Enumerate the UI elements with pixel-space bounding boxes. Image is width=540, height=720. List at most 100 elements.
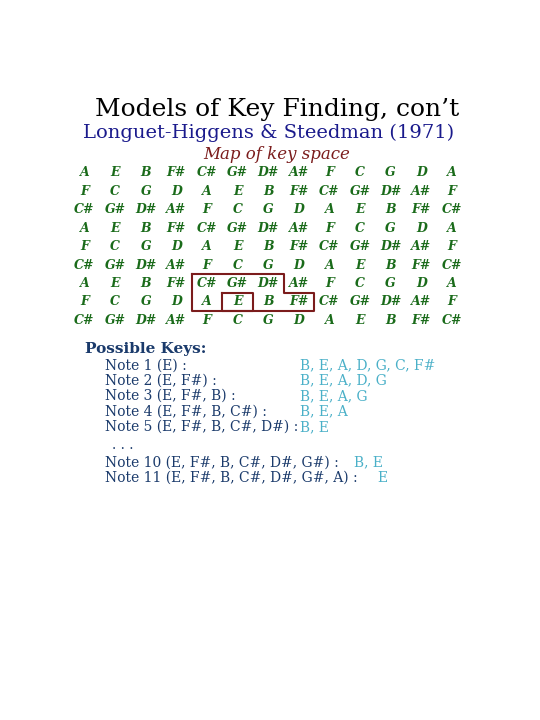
Text: D: D (293, 314, 304, 327)
Text: C: C (110, 295, 120, 308)
Text: G#: G# (349, 184, 370, 197)
Text: Note 3 (E, F#, B) :: Note 3 (E, F#, B) : (105, 389, 235, 403)
Text: A: A (325, 203, 334, 216)
Text: Note 1 (E) :: Note 1 (E) : (105, 359, 186, 372)
Text: A#: A# (411, 240, 431, 253)
Text: C#: C# (442, 314, 462, 327)
Text: F#: F# (411, 258, 431, 271)
Text: B: B (140, 166, 151, 179)
Text: A#: A# (166, 258, 186, 271)
Text: F: F (325, 222, 334, 235)
Text: C: C (233, 203, 242, 216)
Text: C#: C# (75, 314, 95, 327)
Text: G: G (386, 277, 396, 290)
Text: G: G (263, 203, 274, 216)
Text: Possible Keys:: Possible Keys: (85, 342, 206, 356)
Text: F: F (325, 277, 334, 290)
Text: Note 10 (E, F#, B, C#, D#, G#) :: Note 10 (E, F#, B, C#, D#, G#) : (105, 455, 339, 469)
Text: Note 2 (E, F#) :: Note 2 (E, F#) : (105, 374, 217, 387)
Text: G: G (140, 240, 151, 253)
Text: C#: C# (75, 203, 95, 216)
Text: A: A (447, 277, 457, 290)
Text: B, E: B, E (300, 420, 329, 434)
Text: B, E, A, D, G: B, E, A, D, G (300, 374, 387, 387)
Text: G: G (140, 295, 151, 308)
Text: A#: A# (166, 314, 186, 327)
Text: A#: A# (289, 222, 309, 235)
Text: B, E, A, G: B, E, A, G (300, 389, 368, 403)
Text: E: E (110, 277, 120, 290)
Text: Models of Key Finding, con’t: Models of Key Finding, con’t (94, 98, 459, 121)
Text: C: C (355, 222, 365, 235)
Text: A: A (325, 258, 334, 271)
Text: G#: G# (105, 314, 126, 327)
Text: D: D (171, 184, 182, 197)
Text: Map of key space: Map of key space (204, 145, 350, 163)
Text: E: E (233, 184, 242, 197)
Text: D: D (293, 203, 304, 216)
Text: E: E (110, 166, 120, 179)
Text: D#: D# (258, 166, 279, 179)
Text: G: G (263, 314, 274, 327)
Text: F#: F# (167, 222, 186, 235)
Text: G#: G# (227, 277, 248, 290)
Text: G#: G# (349, 295, 370, 308)
Text: G: G (386, 166, 396, 179)
Text: B: B (263, 295, 274, 308)
Text: F#: F# (289, 295, 308, 308)
Text: E: E (377, 471, 388, 485)
Text: E: E (233, 295, 242, 308)
Text: D: D (293, 258, 304, 271)
Text: F#: F# (411, 314, 431, 327)
Text: A#: A# (411, 184, 431, 197)
Text: F#: F# (289, 240, 308, 253)
Text: C: C (110, 240, 120, 253)
Text: F: F (202, 203, 212, 216)
Text: G: G (140, 184, 151, 197)
Text: C: C (110, 184, 120, 197)
Text: G: G (386, 222, 396, 235)
Text: D#: D# (258, 277, 279, 290)
Text: D#: D# (135, 203, 157, 216)
Text: D#: D# (135, 314, 157, 327)
Text: A: A (325, 314, 334, 327)
Text: A#: A# (411, 295, 431, 308)
Text: . . .: . . . (112, 438, 134, 452)
Text: F#: F# (167, 166, 186, 179)
Text: F: F (448, 295, 456, 308)
Text: D: D (416, 166, 427, 179)
Text: E: E (355, 314, 365, 327)
Text: E: E (355, 203, 365, 216)
Text: D: D (171, 240, 182, 253)
Text: D: D (416, 222, 427, 235)
Text: F: F (448, 184, 456, 197)
Text: E: E (110, 222, 120, 235)
Text: E: E (233, 240, 242, 253)
Text: B, E: B, E (354, 455, 383, 469)
Text: B: B (263, 184, 274, 197)
Text: G#: G# (227, 222, 248, 235)
Text: B, E, A, D, G, C, F#: B, E, A, D, G, C, F# (300, 359, 435, 372)
Text: C#: C# (197, 277, 217, 290)
Text: B: B (386, 258, 396, 271)
Text: F: F (448, 240, 456, 253)
Text: C#: C# (197, 166, 217, 179)
Text: A: A (447, 222, 457, 235)
Text: F: F (202, 258, 212, 271)
Text: Note 11 (E, F#, B, C#, D#, G#, A) :: Note 11 (E, F#, B, C#, D#, G#, A) : (105, 471, 357, 485)
Text: A: A (202, 240, 212, 253)
Text: B: B (263, 240, 274, 253)
Text: C: C (233, 314, 242, 327)
Text: C#: C# (442, 203, 462, 216)
Text: Note 5 (E, F#, B, C#, D#) :: Note 5 (E, F#, B, C#, D#) : (105, 420, 298, 434)
Text: D#: D# (135, 258, 157, 271)
Text: G#: G# (227, 166, 248, 179)
Text: F#: F# (411, 203, 431, 216)
Text: A: A (447, 166, 457, 179)
Text: F#: F# (289, 184, 308, 197)
Text: G: G (263, 258, 274, 271)
Text: F: F (80, 240, 89, 253)
Text: F: F (80, 184, 89, 197)
Text: D: D (171, 295, 182, 308)
Text: A#: A# (166, 203, 186, 216)
